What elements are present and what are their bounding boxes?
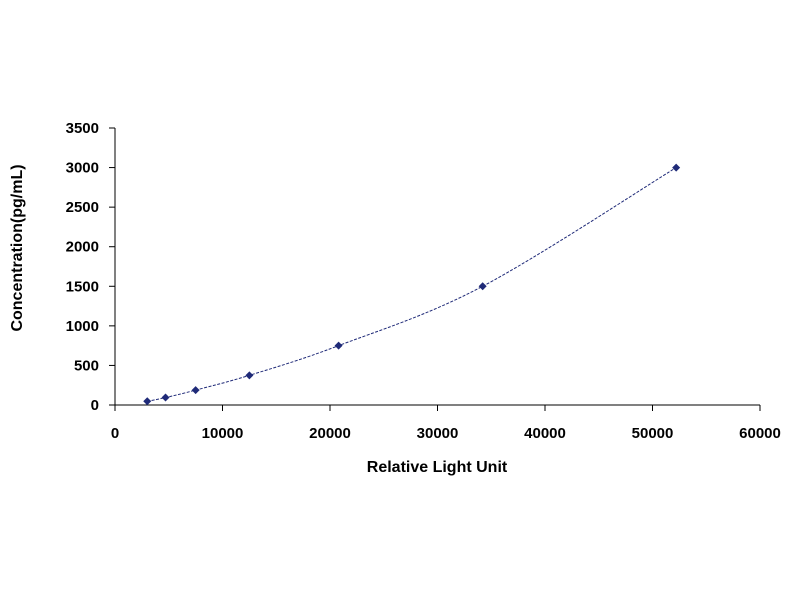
x-tick-label: 10000 xyxy=(202,425,244,442)
y-tick-label: 2000 xyxy=(66,239,99,256)
data-point xyxy=(143,397,152,406)
x-tick-label: 0 xyxy=(111,425,119,442)
x-tick-label: 20000 xyxy=(309,425,351,442)
y-tick-label: 2500 xyxy=(66,199,99,216)
x-axis-title: Relative Light Unit xyxy=(367,459,508,476)
y-axis-title: Concentration(pg/mL) xyxy=(9,164,26,331)
data-point xyxy=(478,282,487,291)
y-ticks: 0 500 1000 1500 2000 2500 3000 3500 xyxy=(66,120,115,414)
x-tick-label: 30000 xyxy=(417,425,459,442)
trendline xyxy=(147,167,677,402)
data-point xyxy=(334,341,343,350)
y-tick-label: 1500 xyxy=(66,278,99,295)
y-tick-label: 1000 xyxy=(66,318,99,335)
data-point xyxy=(245,371,254,380)
y-tick-label: 0 xyxy=(91,397,99,414)
data-point xyxy=(191,386,200,395)
y-tick-label: 3500 xyxy=(66,120,99,137)
axes xyxy=(114,128,760,406)
x-tick-label: 40000 xyxy=(524,425,566,442)
data-points xyxy=(143,163,681,406)
data-point xyxy=(672,163,681,172)
y-tick-label: 3000 xyxy=(66,160,99,177)
x-tick-label: 60000 xyxy=(739,425,781,442)
y-tick-label: 500 xyxy=(74,357,99,374)
data-point xyxy=(161,393,170,402)
x-ticks: 0 10000 20000 30000 40000 50000 60000 xyxy=(111,405,781,442)
x-tick-label: 50000 xyxy=(632,425,674,442)
